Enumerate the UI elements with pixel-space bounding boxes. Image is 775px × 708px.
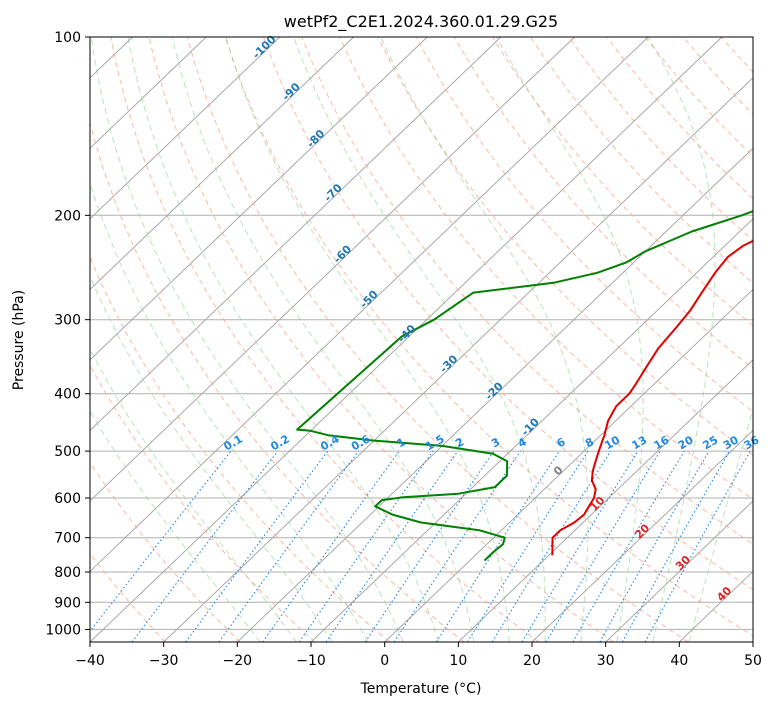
mixing-ratio-line	[545, 450, 661, 642]
temperature-profile-line	[551, 239, 753, 556]
moist-adiabat-line	[90, 275, 333, 642]
isotherm-line	[90, 37, 428, 361]
dry-adiabat-line	[148, 37, 614, 642]
mixing-ratio-line	[262, 450, 400, 642]
dry-adiabat-line	[453, 37, 753, 369]
isotherm-line	[90, 37, 723, 642]
plot-frame	[89, 36, 754, 643]
isotherm-line	[236, 147, 753, 642]
dry-adiabat-line	[90, 461, 241, 642]
y-tick-label: 600	[54, 491, 81, 507]
x-tick-label: −40	[75, 653, 105, 669]
moist-adiabat-line	[90, 181, 369, 642]
y-tick-label: 700	[54, 531, 81, 547]
dewpoint-profile-line	[296, 210, 753, 562]
dry-adiabat-line	[90, 121, 465, 642]
x-tick-label: −10	[296, 653, 326, 669]
moist-adiabat-line	[688, 406, 753, 642]
y-tick-label: 1000	[45, 622, 81, 638]
dry-adiabat-line	[263, 37, 753, 591]
y-tick-label: 300	[54, 313, 81, 329]
mixing-ratio-line	[621, 450, 730, 642]
x-tick-label: 40	[670, 653, 688, 669]
plot-area	[90, 37, 753, 642]
mixing-ratio-line	[435, 450, 560, 642]
y-tick-label: 500	[54, 444, 81, 460]
isotherm-line	[90, 37, 575, 502]
y-axis-label: Pressure (hPa)	[11, 290, 27, 390]
mixing-ratio-line	[521, 450, 639, 642]
moist-adiabat-line	[127, 37, 439, 642]
x-axis-label: Temperature (°C)	[360, 681, 482, 697]
isotherm-line	[384, 288, 753, 642]
dry-adiabat-line	[415, 37, 753, 413]
x-tick-label: 30	[597, 653, 615, 669]
mixing-ratio-line	[90, 450, 232, 633]
y-tick-label: 100	[54, 30, 81, 46]
isotherm-line	[163, 77, 753, 642]
isotherm-line	[605, 500, 753, 642]
y-tick-label: 900	[54, 595, 81, 611]
mixing-ratio-line	[131, 450, 279, 642]
mixing-ratio-line	[325, 450, 459, 642]
x-tick-label: 20	[523, 653, 541, 669]
axis-ticks: −40 −30 −20 −10 0 10 20 30 40 50 100 200 300 400 500 60…	[45, 30, 762, 669]
moist-adiabat-line	[90, 37, 404, 642]
isotherm-line	[457, 359, 753, 642]
moist-adiabat-line	[380, 37, 589, 642]
isotherm-line	[310, 218, 753, 642]
isotherm-line	[90, 37, 502, 432]
y-tick-label: 800	[54, 565, 81, 581]
mixing-ratio-line	[467, 450, 589, 642]
x-tick-label: −20	[223, 653, 253, 669]
mixing-ratio-line	[491, 450, 612, 642]
x-tick-label: 50	[744, 653, 762, 669]
mixing-ratio-line	[644, 450, 751, 642]
isotherm-line	[90, 37, 207, 149]
isotherm-line	[90, 37, 281, 220]
moist-adiabat-line	[495, 37, 644, 642]
moist-adiabat-line	[293, 37, 546, 642]
x-tick-label: 10	[449, 653, 467, 669]
background-lines	[90, 37, 753, 642]
y-tick-label: 200	[54, 208, 81, 224]
mixing-ratio-line	[599, 450, 710, 642]
moist-adiabat-line	[171, 37, 475, 642]
isotherm-line	[90, 37, 649, 573]
sounding-lines	[296, 210, 753, 562]
x-tick-label: 0	[380, 653, 389, 669]
x-tick-label: −30	[149, 653, 179, 669]
dry-adiabat-line	[90, 255, 390, 642]
dry-adiabat-line	[186, 37, 689, 642]
dry-adiabat-line	[301, 37, 753, 545]
moist-adiabat-line	[225, 37, 510, 642]
mixing-ratio-line	[218, 450, 360, 642]
chart-title: wetPf2_C2E1.2024.360.01.29.G25	[284, 12, 558, 32]
mixing-ratio-line	[572, 450, 685, 642]
y-tick-label: 400	[54, 387, 81, 403]
isotherm-line	[90, 37, 354, 291]
mixing-ratio-line	[298, 450, 434, 642]
isotherm-line	[531, 429, 753, 642]
